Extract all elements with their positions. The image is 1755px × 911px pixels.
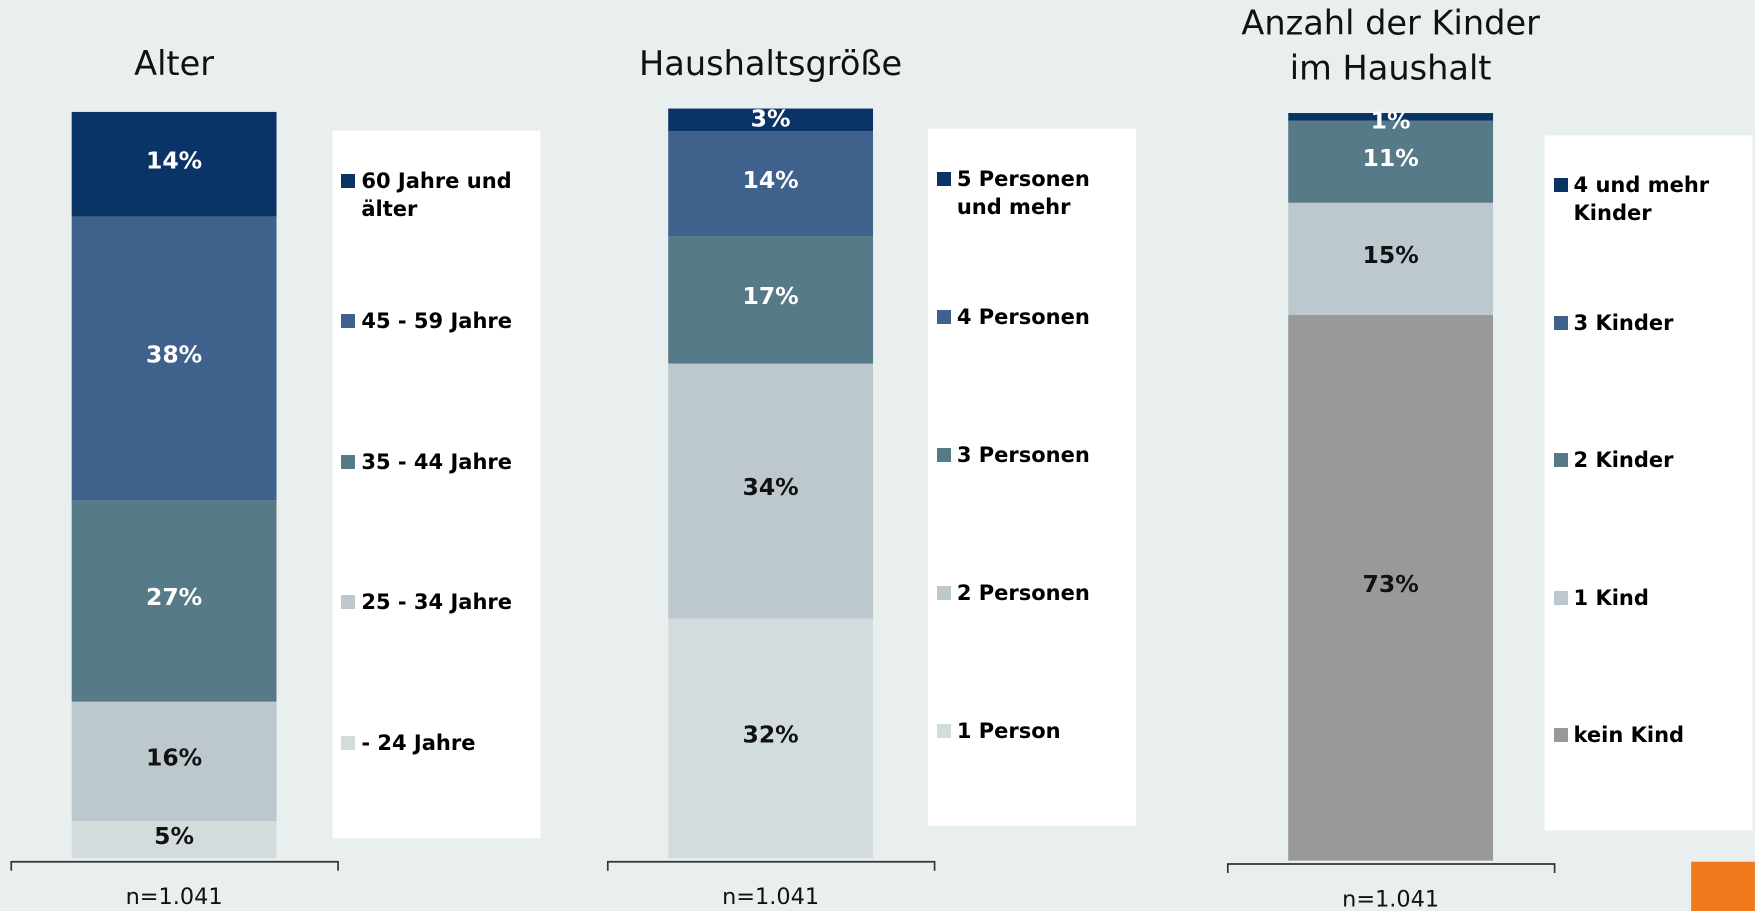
legend-item: 35 - 44 Jahre <box>341 448 536 476</box>
data-label: 14% <box>146 146 202 174</box>
legend-box <box>1544 135 1753 831</box>
sample-note: n=1.041 <box>126 884 223 910</box>
legend-item: 60 Jahre und älter <box>341 167 536 223</box>
legend-label: 60 Jahre und älter <box>361 169 512 221</box>
bar-segment <box>1288 120 1494 203</box>
title-wrap: Haushaltsgröße <box>579 0 963 87</box>
legend-swatch <box>1553 178 1568 193</box>
legend-swatch <box>1553 728 1568 743</box>
sample-note: n=1.041 <box>1342 886 1439 911</box>
data-label: 14% <box>742 166 798 194</box>
legend-swatch <box>341 595 356 610</box>
legend-swatch <box>341 174 356 188</box>
legend-label: kein Kind <box>1573 723 1685 748</box>
legend-item: 5 Personen und mehr <box>936 165 1132 221</box>
legend-swatch <box>1553 315 1568 330</box>
legend-label: 4 und mehr Kinder <box>1573 173 1710 226</box>
sample-note: n=1.041 <box>722 884 819 910</box>
data-label: 73% <box>1363 570 1419 598</box>
data-label: 38% <box>146 341 202 369</box>
legend-label: 1 Kind <box>1573 585 1649 610</box>
chart-title: Alter <box>0 0 366 87</box>
chart-title: Haushaltsgröße <box>579 0 963 87</box>
legend-swatch <box>1553 590 1568 605</box>
bar-segment <box>668 363 874 619</box>
legend-item: kein Kind <box>1553 721 1749 749</box>
legend-swatch <box>936 309 951 324</box>
legend-box <box>332 130 541 839</box>
bar-segment <box>668 131 874 237</box>
legend-item: 25 - 34 Jahre <box>341 588 536 616</box>
legend-swatch <box>1553 453 1568 468</box>
legend-item: 1 Person <box>936 717 1132 745</box>
data-label: 1% <box>1371 106 1411 134</box>
data-label: 11% <box>1363 144 1419 172</box>
chart-title-text: Alter <box>134 44 215 84</box>
bracket <box>606 860 936 871</box>
bar-segment <box>71 216 277 501</box>
chart-title: Anzahl der Kinder im Haushalt <box>1199 0 1583 92</box>
legend-item: 2 Kinder <box>1553 446 1749 474</box>
data-label: 16% <box>146 744 202 772</box>
legend-item: 45 - 59 Jahre <box>341 307 536 335</box>
bar-segment <box>668 236 874 364</box>
bar-segment <box>1288 202 1494 315</box>
legend-box <box>927 128 1137 826</box>
bracket <box>1226 863 1556 873</box>
legend-label: 35 - 44 Jahre <box>361 449 512 474</box>
legend-label: 3 Personen <box>956 442 1090 467</box>
data-label: 15% <box>1363 241 1419 269</box>
chart-title-text: Haushaltsgröße <box>639 44 903 84</box>
legend-swatch <box>341 314 356 329</box>
legend-item: 3 Kinder <box>1553 309 1749 337</box>
bar-segment <box>668 108 874 132</box>
data-label: 3% <box>751 104 791 132</box>
bar-segment <box>71 821 277 859</box>
legend-label: 45 - 59 Jahre <box>361 309 512 334</box>
legend-item: - 24 Jahre <box>341 729 536 757</box>
legend-item: 4 Personen <box>936 303 1132 331</box>
legend-swatch <box>341 735 356 750</box>
bracket <box>10 860 339 871</box>
legend-item: 4 und mehr Kinder <box>1553 171 1749 227</box>
legend-swatch <box>341 454 356 469</box>
legend-label: - 24 Jahre <box>361 730 476 755</box>
legend-swatch <box>936 723 951 738</box>
legend-swatch <box>936 171 951 186</box>
legend-item: 2 Personen <box>936 579 1132 607</box>
chart-title-text: Anzahl der Kinder im Haushalt <box>1241 4 1540 89</box>
logo <box>1691 861 1755 911</box>
title-wrap: Anzahl der Kinder im Haushalt <box>1199 0 1583 92</box>
legend-label: 5 Personen und mehr <box>956 166 1090 219</box>
legend-label: 25 - 34 Jahre <box>361 590 512 615</box>
legend-item: 1 Kind <box>1553 584 1749 612</box>
data-label: 27% <box>146 583 202 611</box>
legend-label: 2 Personen <box>956 580 1090 605</box>
bar-segment <box>668 618 874 859</box>
bar-segment <box>71 500 277 702</box>
bar-segment <box>1288 113 1494 121</box>
data-label: 17% <box>742 282 798 310</box>
data-label: 34% <box>742 473 798 501</box>
legend-label: 2 Kinder <box>1573 448 1674 473</box>
bar-segment <box>71 111 277 217</box>
legend-label: 1 Person <box>956 718 1061 743</box>
bar-segment <box>1288 314 1494 861</box>
bar-segment <box>71 701 277 822</box>
legend-label: 4 Personen <box>956 304 1090 329</box>
legend-label: 3 Kinder <box>1573 310 1674 335</box>
title-wrap: Alter <box>0 0 366 87</box>
legend-swatch <box>936 585 951 600</box>
data-label: 5% <box>154 822 194 850</box>
data-label: 32% <box>742 721 798 749</box>
legend-swatch <box>936 447 951 462</box>
legend-item: 3 Personen <box>936 441 1132 469</box>
